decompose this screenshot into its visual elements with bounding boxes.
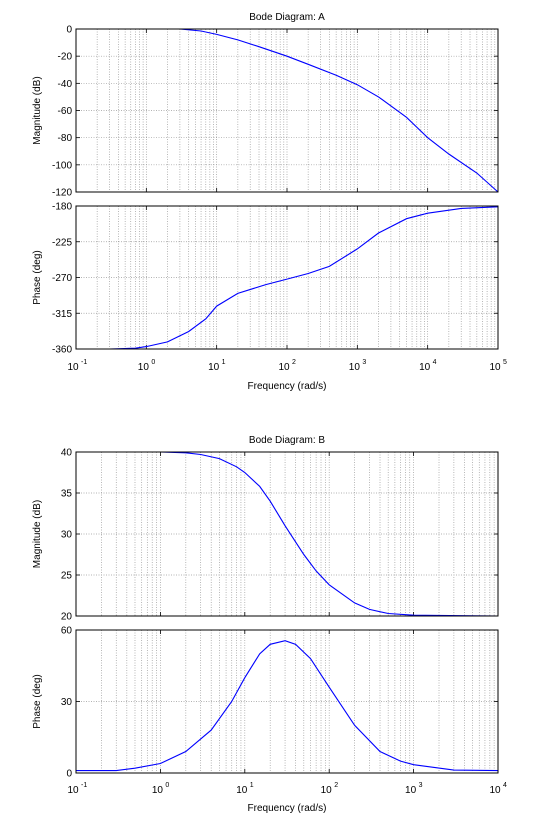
y-tick-label: -315 — [52, 309, 72, 320]
x-tick-label-exponent: 3 — [419, 782, 423, 789]
x-tick-label: 10 — [349, 362, 361, 373]
series-line — [76, 640, 499, 772]
y-tick-label: 35 — [61, 489, 73, 500]
plot-frame — [75, 28, 499, 193]
x-tick-label-exponent: 1 — [250, 782, 254, 789]
x-tick-label-exponent: 4 — [503, 782, 507, 789]
y-tick-label: -225 — [52, 237, 72, 248]
x-tick-label: 10 — [489, 785, 501, 796]
x-tick-label-exponent: 0 — [151, 359, 155, 366]
y-tick-label: 40 — [61, 448, 73, 459]
x-tick-label: 10 — [321, 785, 333, 796]
y-tick-label: -180 — [52, 202, 72, 213]
x-tick-label-exponent: 2 — [334, 782, 338, 789]
y-tick-label: -80 — [58, 133, 73, 144]
chart-title: Bode Diagram: A — [249, 12, 325, 23]
y-tick-label: -360 — [52, 345, 72, 356]
y-tick-label: -40 — [58, 79, 73, 90]
x-tick-label: 10 — [278, 362, 290, 373]
x-tick-label-exponent: 4 — [433, 359, 437, 366]
y-axis-label: Magnitude (dB) — [32, 500, 43, 568]
x-tick-label: 10 — [152, 785, 164, 796]
x-tick-label: 10 — [138, 362, 150, 373]
x-tick-label-exponent: -1 — [81, 359, 87, 366]
x-axis-label: Frequency (rad/s) — [248, 381, 327, 392]
y-axis-label: Phase (deg) — [32, 674, 43, 728]
y-tick-label: 30 — [61, 697, 73, 708]
x-tick-label-exponent: -1 — [81, 782, 87, 789]
magnitude-panel: 0 -20 -40 -60 -80 -100 -120 Magnitude (dB) — [32, 25, 499, 199]
series-line — [76, 206, 499, 350]
y-tick-label: -60 — [58, 106, 73, 117]
x-tick-label-exponent: 0 — [165, 782, 169, 789]
plot-frame — [75, 451, 499, 617]
y-tick-label: -270 — [52, 273, 72, 284]
y-tick-label: 0 — [66, 769, 72, 780]
x-tick-label: 10 — [67, 785, 79, 796]
x-tick-label-exponent: 5 — [503, 359, 507, 366]
x-tick-label-exponent: 2 — [292, 359, 296, 366]
x-tick-label: 10 — [405, 785, 417, 796]
phase-panel: -180 -225 -270 -315 -360 Phase (deg) — [32, 202, 499, 356]
y-axis-label: Magnitude (dB) — [32, 76, 43, 144]
y-tick-label: 0 — [66, 25, 72, 36]
magnitude-panel: 40 35 30 25 20 Magnitude (dB) — [32, 448, 499, 623]
y-tick-label: 60 — [61, 626, 73, 637]
y-tick-label: -100 — [52, 160, 72, 171]
y-tick-label: 20 — [61, 612, 73, 623]
x-tick-label-exponent: 3 — [362, 359, 366, 366]
plot-frame — [75, 205, 499, 350]
x-tick-label: 10 — [419, 362, 431, 373]
x-tick-label: 10 — [208, 362, 220, 373]
y-tick-label: -120 — [52, 188, 72, 199]
x-tick-label: 10 — [236, 785, 248, 796]
phase-panel: 60 30 0 Phase (deg) — [32, 626, 499, 780]
series-line — [76, 451, 499, 617]
x-axis-label: Frequency (rad/s) — [248, 803, 327, 814]
y-axis-label: Phase (deg) — [32, 250, 43, 304]
bode-chart-a: Bode Diagram: A0-20-40-60-80-100-120Magn… — [32, 12, 507, 392]
y-tick-label: 25 — [61, 571, 73, 582]
plot-frame — [75, 629, 499, 774]
y-tick-label: 30 — [61, 530, 73, 541]
y-tick-label: -20 — [58, 52, 73, 63]
x-tick-label-exponent: 1 — [222, 359, 226, 366]
x-tick-label: 10 — [489, 362, 501, 373]
x-tick-label: 10 — [67, 362, 79, 373]
chart-title: Bode Diagram: B — [249, 435, 325, 446]
